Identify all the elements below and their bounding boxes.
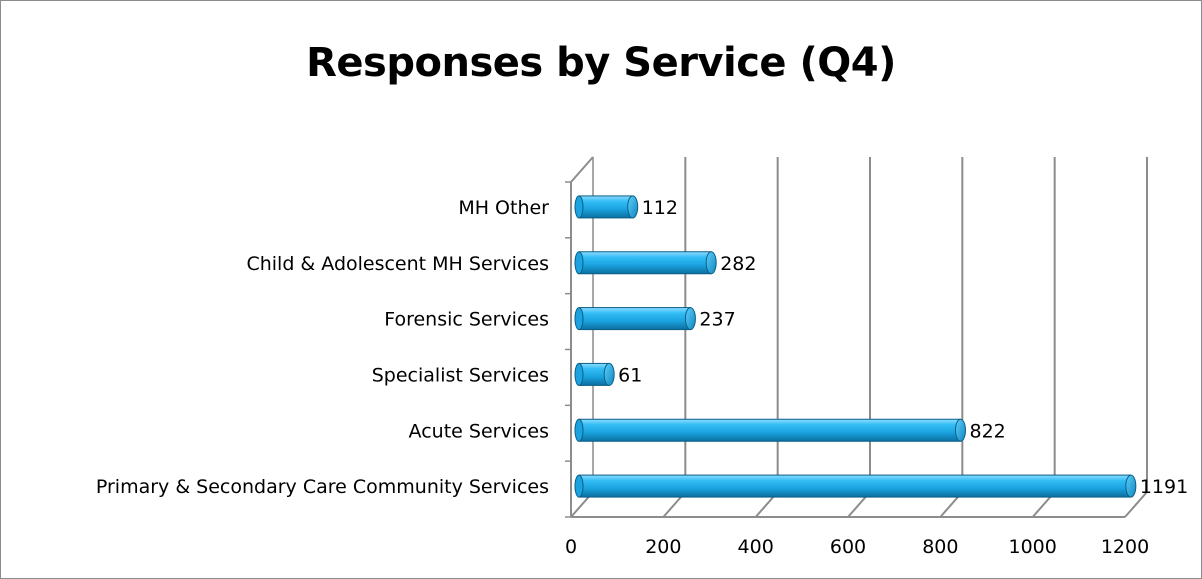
data-label: 237: [699, 309, 735, 331]
y-axis-top-edge: [570, 156, 594, 183]
x-tick-label: 1000: [1008, 536, 1056, 558]
category-label: Forensic Services: [384, 309, 549, 331]
x-tick-label: 1200: [1101, 536, 1149, 558]
bar: [574, 418, 966, 442]
chart-title: Responses by Service (Q4): [306, 40, 896, 86]
data-label: 61: [618, 364, 642, 386]
x-tick-label: 200: [645, 536, 681, 558]
x-tick-label: 400: [738, 536, 774, 558]
bar: [574, 307, 696, 331]
bar: [574, 362, 615, 386]
category-label: Child & Adolescent MH Services: [246, 253, 549, 275]
bars-layer: [574, 195, 1137, 498]
bar: [574, 251, 717, 275]
x-tick-label: 600: [830, 536, 866, 558]
data-label: 112: [642, 197, 678, 219]
category-label: MH Other: [458, 197, 549, 219]
data-label: 822: [969, 420, 1005, 442]
floor-tick: [1124, 491, 1148, 518]
x-tick-label: 800: [922, 536, 958, 558]
bar: [574, 474, 1137, 498]
category-label: Acute Services: [409, 420, 549, 442]
labels-layer: 0 200 400 600 800 1000 1200 MH Other 112 Child & …: [96, 197, 1188, 558]
bar: [574, 195, 639, 219]
category-label: Primary & Secondary Care Community Servi…: [96, 476, 549, 498]
category-label: Specialist Services: [372, 364, 549, 386]
x-tick-label: 0: [565, 536, 577, 558]
data-label: 282: [720, 253, 756, 275]
data-label: 1191: [1140, 476, 1188, 498]
